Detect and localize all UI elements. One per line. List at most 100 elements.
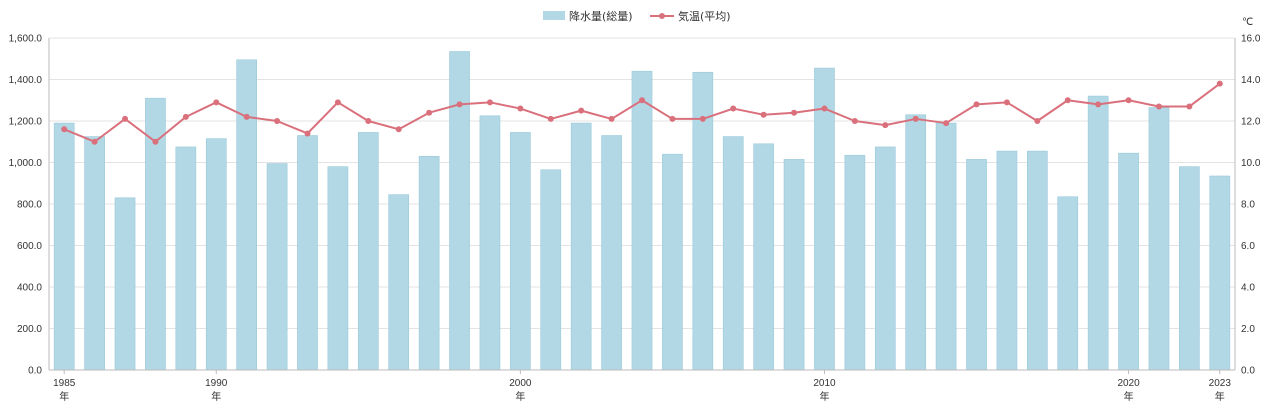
precipitation-bar <box>996 150 1018 371</box>
temperature-point <box>456 101 463 108</box>
axes: 0.0 200.0 400.0 600.0 800.0 1,000.0 1,200.0 1,4… <box>9 34 1261 404</box>
temperature-point <box>486 99 493 106</box>
left-axis-tick-label: 1,400.0 <box>9 75 43 86</box>
temperature-point <box>578 107 585 114</box>
temperature-point <box>1155 103 1162 110</box>
temperature-point <box>699 115 706 122</box>
right-axis-tick-label: 10.0 <box>1241 158 1261 169</box>
precipitation-bar <box>1209 175 1231 371</box>
right-axis-tick-label: 2.0 <box>1241 324 1255 335</box>
precipitation-bar <box>205 138 227 371</box>
precipitation-bar <box>753 143 774 371</box>
temperature-point <box>152 138 159 145</box>
right-axis-tick-label: 4.0 <box>1241 283 1255 294</box>
right-axis-tick-label: 14.0 <box>1241 75 1261 86</box>
precipitation-bar <box>874 146 896 371</box>
right-axis-tick-label: 8.0 <box>1241 200 1255 211</box>
right-axis-tick-label: 6.0 <box>1241 241 1255 252</box>
temperature-point <box>821 105 828 112</box>
x-axis-tick-suffix: 年 <box>211 390 221 403</box>
x-axis-tick-suffix: 年 <box>819 390 829 403</box>
temperature-point <box>1186 103 1193 110</box>
precipitation-bar <box>357 132 379 371</box>
precipitation-bar <box>236 59 258 371</box>
precipitation-bar <box>1179 166 1200 371</box>
precipitation-bar <box>1087 95 1109 371</box>
precipitation-bar <box>53 122 75 371</box>
temperature-point <box>973 101 980 108</box>
temperature-point <box>243 113 250 120</box>
left-axis-tick-label: 1,600.0 <box>9 34 43 45</box>
x-axis-tick-suffix: 年 <box>1124 390 1134 403</box>
precipitation-bar <box>601 135 622 371</box>
precipitation-bar <box>722 136 744 371</box>
precipitation-bar <box>844 154 866 371</box>
precipitation-bar <box>479 115 501 371</box>
legend-line-label: 気温(平均) <box>678 9 731 23</box>
x-axis-tick-suffix: 年 <box>59 390 69 403</box>
x-axis-tick-label: 2020 <box>1117 378 1140 389</box>
temperature-point <box>61 126 68 133</box>
precipitation-bar <box>631 70 653 371</box>
temperature-point <box>760 111 767 118</box>
x-axis-tick-label: 1990 <box>205 378 228 389</box>
left-axis-tick-label: 200.0 <box>17 324 42 335</box>
left-axis-tick-label: 400.0 <box>17 283 42 294</box>
temperature-point <box>639 97 645 104</box>
left-axis-tick-label: 1,000.0 <box>9 158 43 169</box>
precipitation-bar <box>540 169 562 371</box>
temperature-point <box>608 115 615 122</box>
precipitation-bar <box>266 163 288 371</box>
precipitation-bar <box>84 136 105 371</box>
precipitation-bar <box>1148 107 1170 371</box>
precipitation-bar <box>662 153 683 371</box>
x-axis-tick-label: 2023 <box>1209 378 1232 389</box>
temperature-point <box>334 99 341 106</box>
temperature-point <box>517 105 524 112</box>
x-axis-tick-label: 1985 <box>53 378 76 389</box>
legend: 降水量(総量) 気温(平均) <box>543 9 731 23</box>
temperature-point <box>882 122 889 129</box>
precipitation-bar <box>1118 152 1139 371</box>
precipitation-bar <box>570 122 592 371</box>
precipitation-bar <box>449 51 470 371</box>
temperature-point <box>1064 97 1071 104</box>
temperature-point <box>122 115 129 122</box>
temperature-point <box>730 105 737 112</box>
right-axis-unit: ℃ <box>1242 17 1253 28</box>
temperature-point <box>1095 101 1102 108</box>
temperature-point <box>943 120 950 127</box>
temperature-point <box>182 113 189 120</box>
temperature-point <box>365 118 372 124</box>
precipitation-bar <box>297 135 318 371</box>
legend-bar-swatch <box>543 11 565 20</box>
precipitation-bar <box>327 166 349 371</box>
temperature-point <box>304 130 311 137</box>
temperature-point <box>274 118 281 124</box>
precipitation-bar <box>114 197 136 371</box>
temperature-point <box>669 115 676 122</box>
right-axis-tick-label: 12.0 <box>1241 117 1261 128</box>
precipitation-bar <box>175 146 197 371</box>
left-axis-tick-label: 1,200.0 <box>9 117 43 128</box>
left-axis-tick-label: 800.0 <box>17 200 42 211</box>
x-axis-tick-suffix: 年 <box>515 390 525 403</box>
temperature-point <box>395 126 402 133</box>
precipitation-bar <box>966 159 987 371</box>
temperature-point <box>791 109 798 116</box>
precipitation-bar <box>783 159 805 371</box>
precipitation-bar <box>388 194 410 371</box>
left-axis-tick-label: 600.0 <box>17 241 42 252</box>
left-axis-tick-label: 0.0 <box>28 366 42 377</box>
temperature-point <box>91 138 98 145</box>
precipitation-bars <box>53 51 1231 371</box>
precipitation-bar <box>1057 196 1079 371</box>
temperature-point <box>1125 97 1132 104</box>
precipitation-bar <box>814 67 835 371</box>
precipitation-bar <box>510 132 531 371</box>
legend-line-marker <box>659 13 665 19</box>
precipitation-bar <box>905 114 927 371</box>
x-axis-tick-suffix: 年 <box>1215 390 1225 403</box>
temperature-point <box>1034 118 1041 124</box>
